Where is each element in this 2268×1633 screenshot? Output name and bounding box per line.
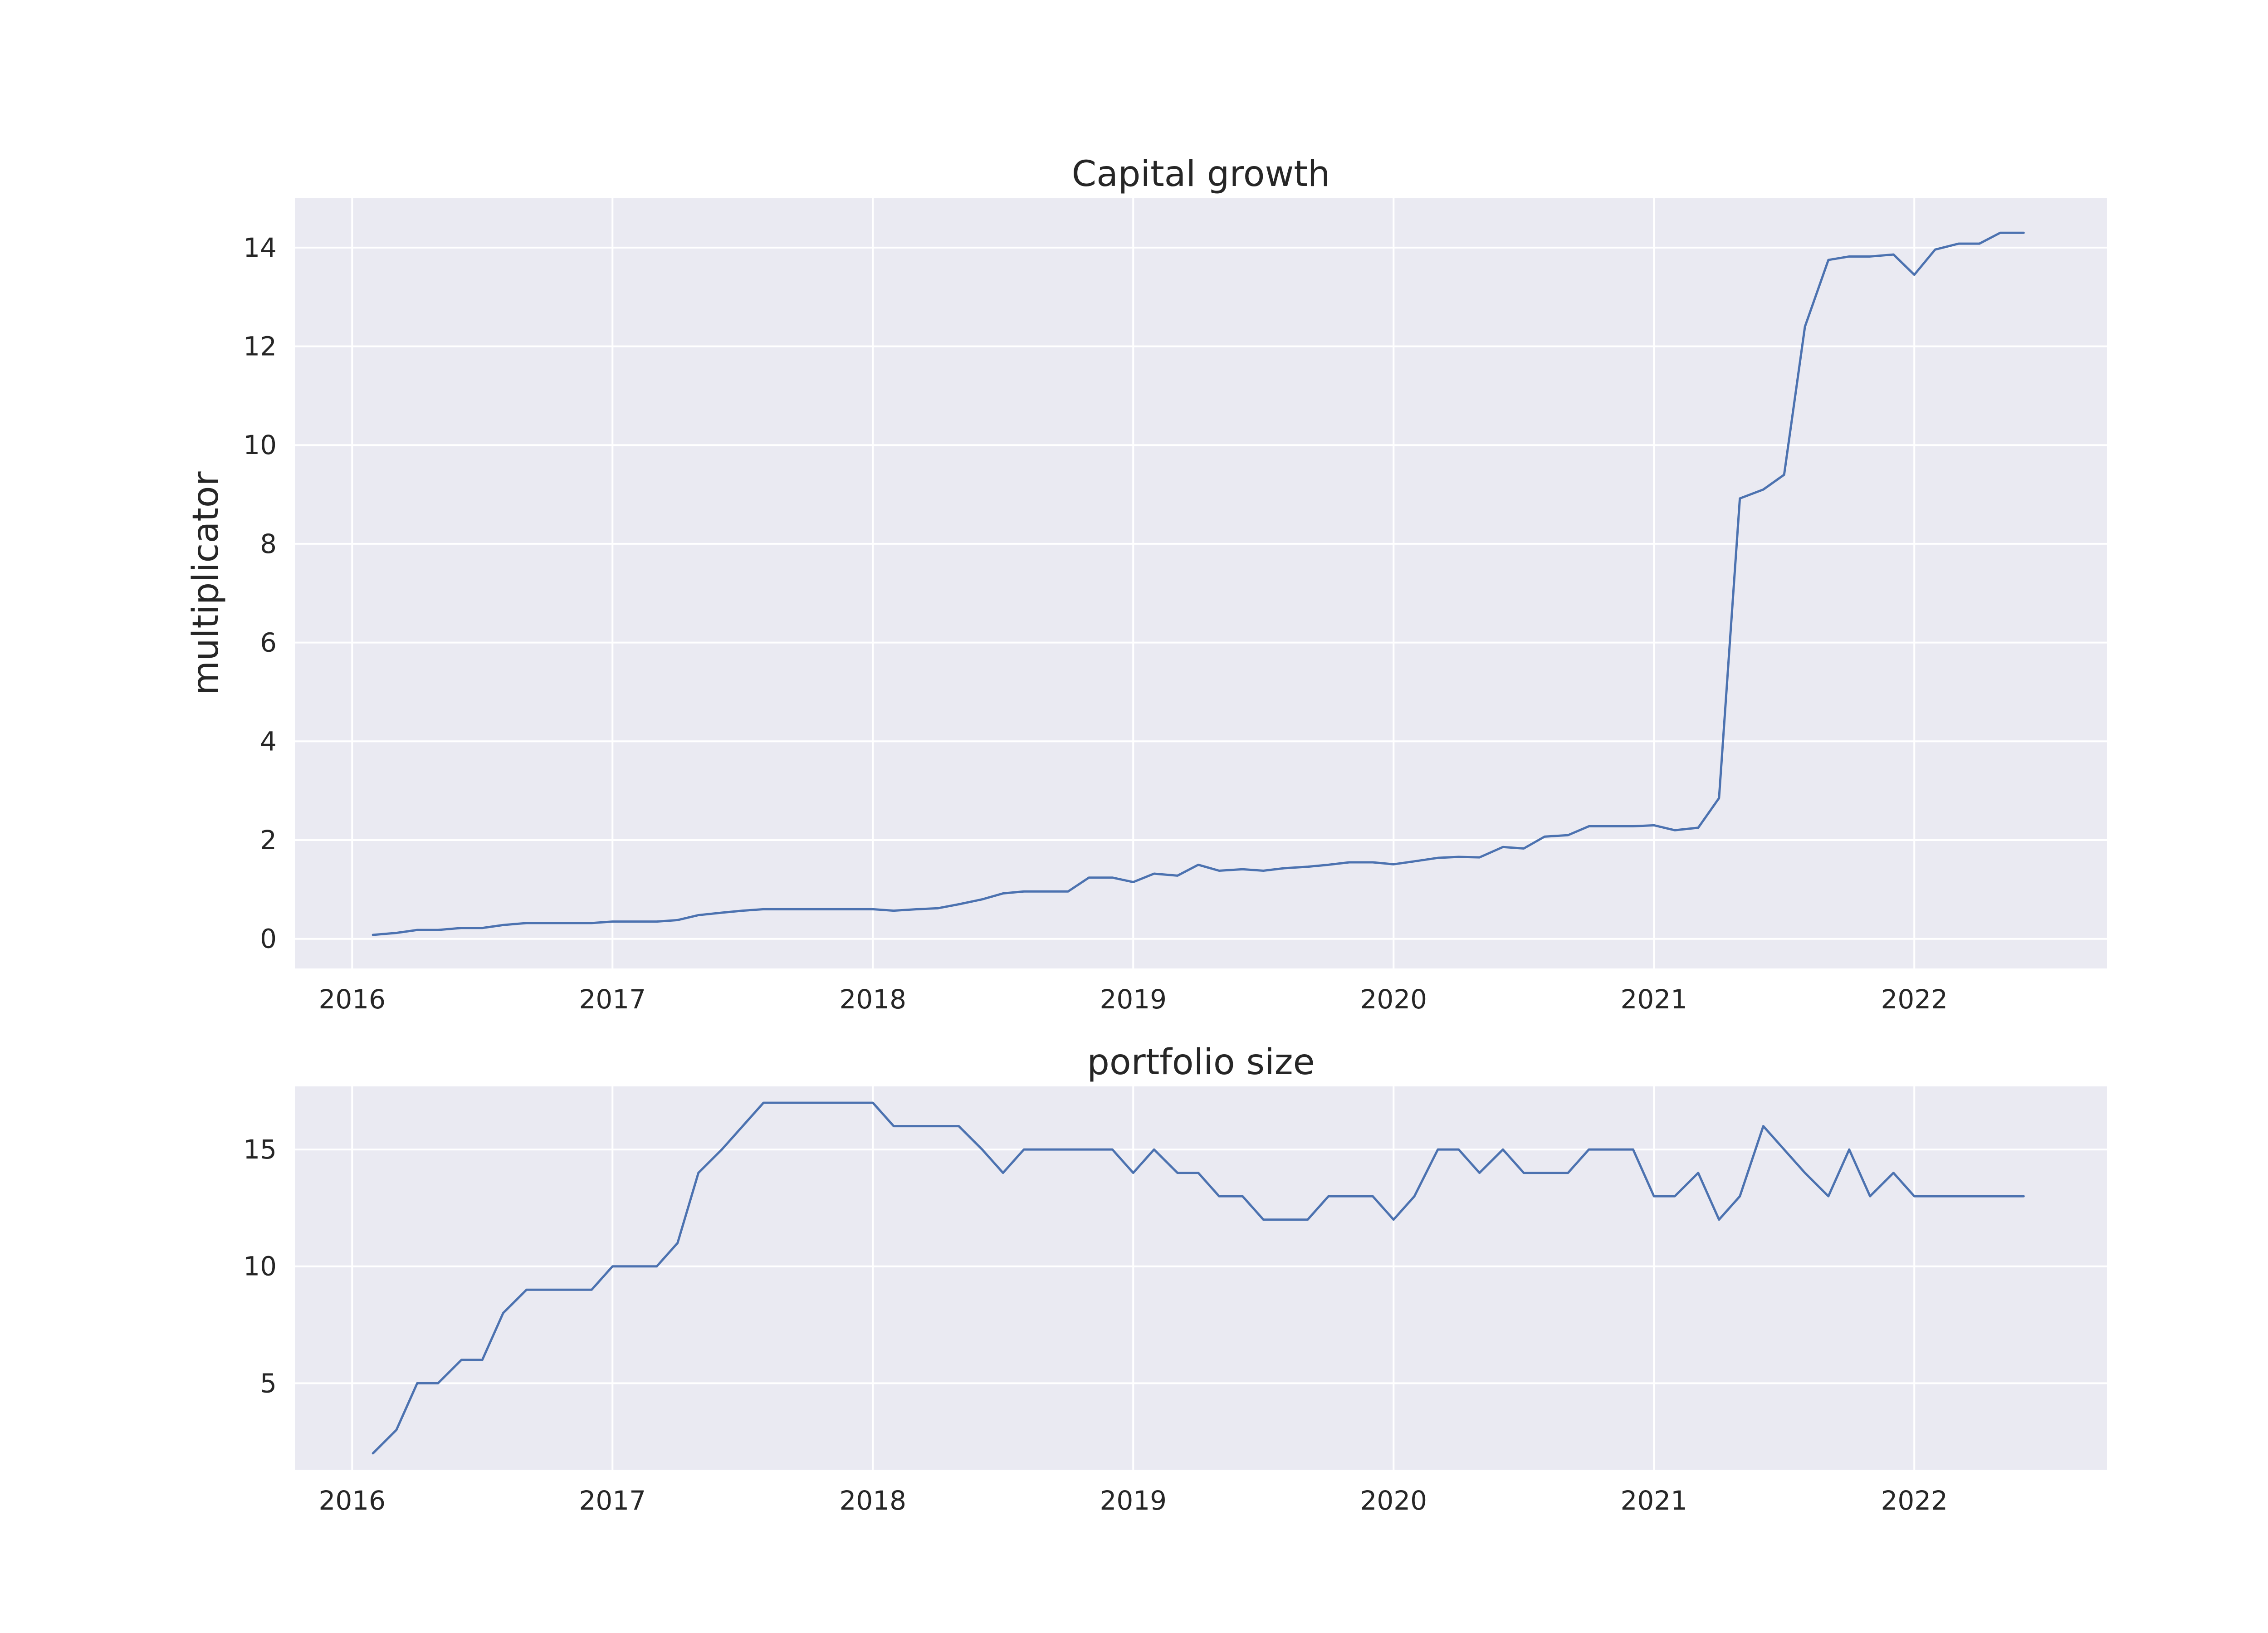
y-tick-label: 10: [243, 430, 277, 460]
x-tick-label: 2022: [1881, 1485, 1948, 1516]
x-tick-label: 2020: [1360, 984, 1427, 1015]
plot-area: [295, 1086, 2107, 1470]
x-tick-label: 2017: [579, 984, 646, 1015]
x-tick-label: 2017: [579, 1485, 646, 1516]
y-tick-label: 10: [243, 1251, 277, 1282]
y-tick-label: 6: [260, 627, 277, 658]
y-tick-label: 2: [260, 825, 277, 856]
x-tick-label: 2019: [1100, 984, 1167, 1015]
y-axis-label: multiplicator: [186, 471, 226, 695]
x-tick-label: 2021: [1620, 984, 1687, 1015]
chart-title: Capital growth: [1072, 154, 1330, 195]
series-line: [371, 231, 2025, 936]
y-tick-label: 4: [260, 726, 277, 757]
y-tick-label: 15: [243, 1134, 277, 1165]
y-tick-label: 8: [260, 528, 277, 559]
y-tick-label: 12: [243, 331, 277, 362]
y-tick-label: 5: [260, 1368, 277, 1398]
x-tick-label: 2022: [1881, 984, 1948, 1015]
x-tick-label: 2016: [318, 1485, 386, 1516]
x-tick-label: 2021: [1620, 1485, 1687, 1516]
capital-growth-chart: 2016 2017 2018 2019 2020 2021 2022 0 2 4 6 8 10 12 14 C…: [186, 154, 2107, 1015]
portfolio-size-chart: 2016 2017 2018 2019 2020 2021 2022 5 10 15 portfol…: [243, 1042, 2107, 1516]
x-tick-label: 2016: [318, 984, 386, 1015]
y-tick-label: 0: [260, 924, 277, 954]
chart-title: portfolio size: [1087, 1042, 1315, 1083]
x-tick-label: 2018: [839, 1485, 906, 1516]
x-tick-label: 2019: [1100, 1485, 1167, 1516]
plot-area: [295, 198, 2107, 968]
x-tick-label: 2020: [1360, 1485, 1427, 1516]
x-tick-label: 2018: [839, 984, 906, 1015]
series-line: [371, 1101, 2025, 1455]
y-tick-label: 14: [243, 232, 277, 263]
